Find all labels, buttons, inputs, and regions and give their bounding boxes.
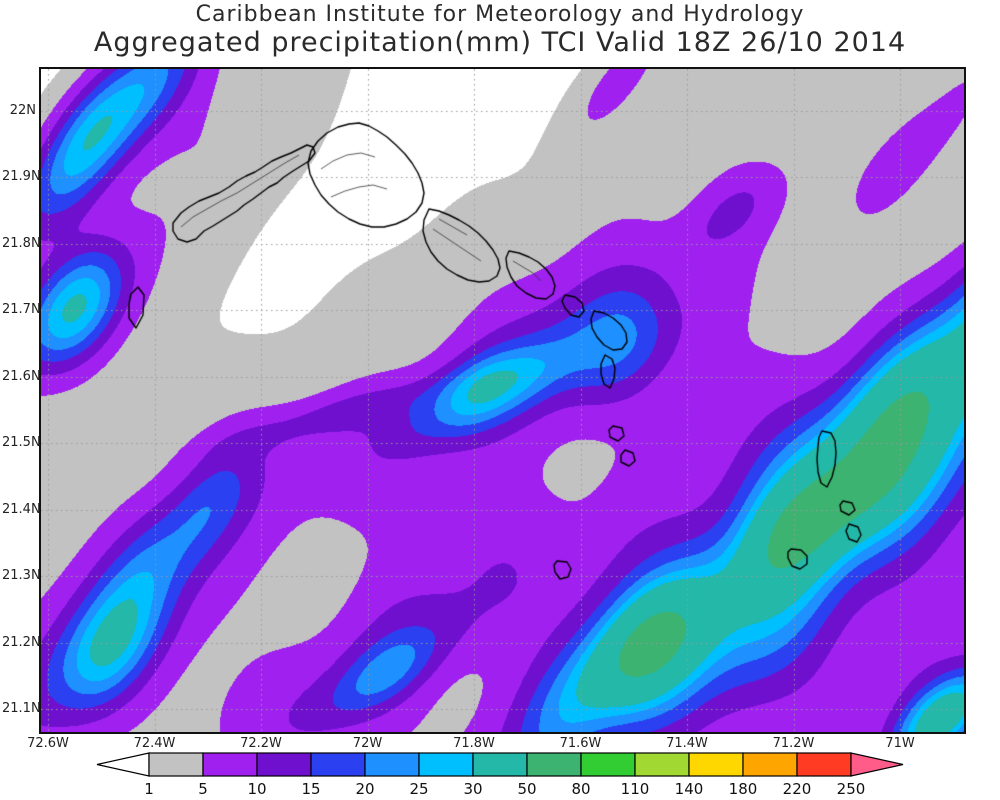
x-tick-label: 72.2W: [240, 736, 282, 751]
colorbar-overflow-arrow: [850, 752, 904, 777]
y-tick-label: 21.1N: [2, 700, 41, 716]
colorbar-segment: [634, 752, 690, 777]
y-tick-label: 21.9N: [2, 169, 41, 185]
y-tick-label: 21.5N: [2, 435, 41, 451]
colorbar-segment: [310, 752, 366, 777]
colorbar-segment: [580, 752, 636, 777]
x-tick-label: 71.8W: [453, 736, 495, 751]
colorbar-tick-label: 5: [198, 780, 208, 798]
colorbar-segment: [742, 752, 798, 777]
y-tick-label: 21.8N: [2, 235, 41, 251]
x-tick-label: 72.4W: [133, 736, 176, 751]
colorbar-tick-label: 10: [247, 780, 267, 798]
colorbar-segment: [688, 752, 744, 777]
colorbar-tick-label: 20: [355, 780, 375, 798]
colorbar-segment: [472, 752, 528, 777]
header: Caribbean Institute for Meteorology and …: [0, 2, 1000, 58]
colorbar-tick-label: 220: [782, 780, 812, 798]
x-tick-label: 71.4W: [666, 736, 708, 751]
y-tick-label: 21.6N: [2, 368, 41, 384]
colorbar-underflow-arrow: [96, 752, 150, 777]
colorbar-tick-label: 250: [836, 780, 866, 798]
colorbar-legend: 1 5 10 15 20 25 30 50 80 110 140 180 220 250: [0, 752, 1000, 798]
y-tick-label: 22N: [9, 103, 36, 118]
colorbar-tick-label: 140: [674, 780, 704, 798]
colorbar-segment: [364, 752, 420, 777]
colorbar-segment: [796, 752, 852, 777]
colorbar-tick-label: 80: [571, 780, 591, 798]
y-tick-label: 21.4N: [2, 501, 41, 517]
colorbar-tick-label: 1: [144, 780, 154, 798]
x-tick-label: 71.6W: [559, 736, 602, 751]
x-tick-label: 71.2W: [772, 736, 815, 751]
colorbar-segment: [256, 752, 312, 777]
page-title: Caribbean Institute for Meteorology and …: [195, 2, 805, 27]
y-tick-label: 21.3N: [2, 568, 41, 584]
precip-field-canvas: [41, 69, 964, 732]
colorbar-tick-label: 15: [301, 780, 321, 798]
y-tick-label: 21.2N: [2, 634, 41, 650]
colorbar-tick-label: 30: [463, 780, 483, 798]
y-tick-label: 21.7N: [2, 302, 41, 318]
colorbar-segment: [202, 752, 258, 777]
x-tick-label: 72.6W: [27, 736, 69, 751]
colorbar-tick-label: 25: [409, 780, 429, 798]
colorbar-segment: [418, 752, 474, 777]
map-plot-area: [39, 67, 966, 734]
page-subtitle: Aggregated precipitation(mm) TCI Valid 1…: [93, 27, 907, 59]
colorbar-tick-label: 110: [620, 780, 650, 798]
x-tick-label: 72W: [352, 736, 383, 751]
colorbar-segment: [148, 752, 204, 777]
colorbar-bar: [96, 752, 904, 777]
colorbar-tick-label: 50: [517, 780, 537, 798]
colorbar-segment: [526, 752, 582, 777]
x-tick-label: 71W: [885, 736, 915, 751]
colorbar-tick-label: 180: [728, 780, 758, 798]
